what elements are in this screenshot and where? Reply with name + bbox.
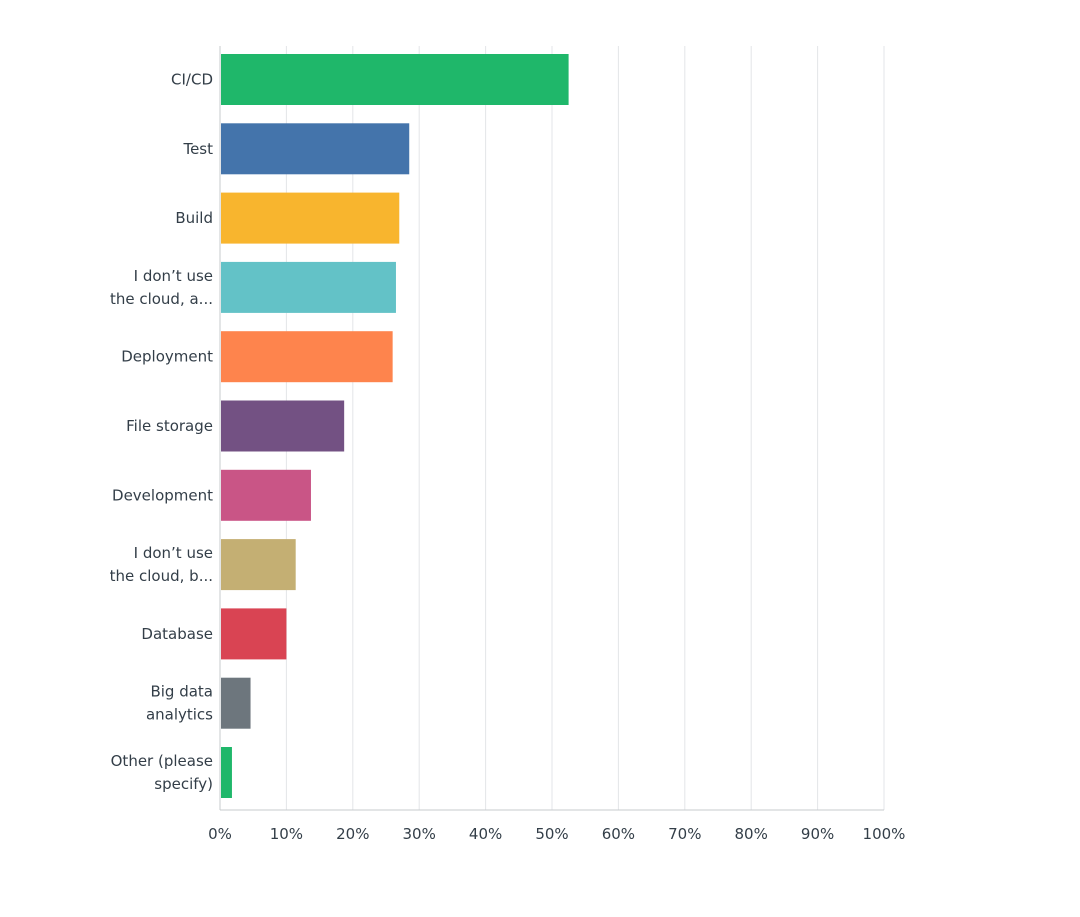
x-tick-label: 30% [403,825,436,843]
x-tick-label: 80% [735,825,768,843]
x-tick-label: 0% [208,825,232,843]
bars [221,54,569,798]
bar [221,677,251,729]
x-tick-label: 90% [801,825,834,843]
bar [221,469,311,521]
x-tick-labels: 0% 10% 20% 30% 40% 50% 60% 70% 80% 90% 100% [208,825,905,843]
x-tick-label: 70% [668,825,701,843]
bar [221,331,393,383]
category-label: Development [112,486,213,504]
category-label: Test [182,140,213,158]
bar [221,400,345,452]
bar [221,539,296,591]
bar [221,192,400,244]
category-label: CI/CD [171,71,213,89]
x-tick-label: 50% [535,825,568,843]
category-label: Build [175,209,213,227]
category-labels: CI/CD Test Build I don’t use the cloud, a...… [110,71,214,794]
axes [219,46,884,811]
bar [221,747,232,798]
category-label: File storage [126,417,213,435]
x-tick-label: 10% [270,825,303,843]
bar [221,608,287,660]
x-tick-label: 60% [602,825,635,843]
category-label: I don’t use the cloud, a... [110,267,213,308]
x-tick-label: 100% [863,825,906,843]
category-label: Database [141,625,213,643]
category-label: Deployment [121,348,213,366]
bar [221,123,410,175]
bar [221,54,569,105]
x-tick-label: 20% [336,825,369,843]
category-label: I don’t use the cloud, b... [110,544,213,585]
category-label: Big data analytics [146,683,213,724]
bar [221,261,396,313]
x-tick-label: 40% [469,825,502,843]
category-label: Other (please specify) [111,752,213,793]
